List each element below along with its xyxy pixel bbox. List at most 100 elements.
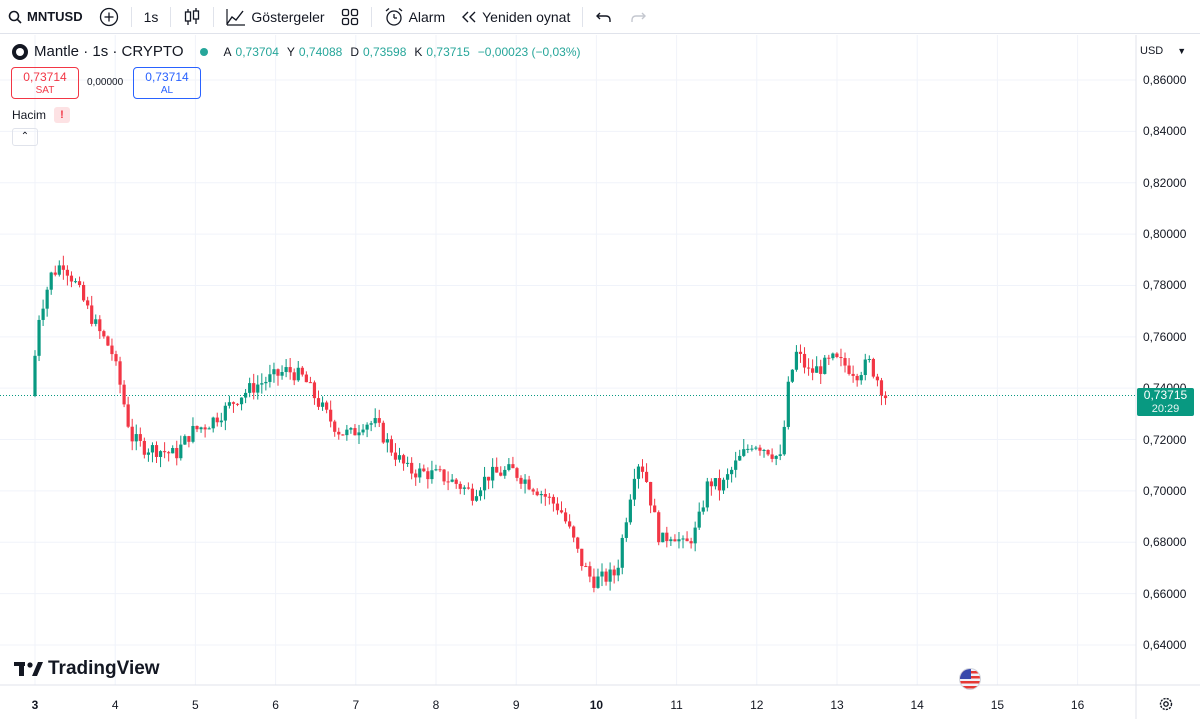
us-flag-icon[interactable] xyxy=(959,668,981,690)
candle-body xyxy=(418,468,422,478)
candle-body xyxy=(434,469,438,471)
sell-button[interactable]: 0,73714 SAT xyxy=(11,67,79,99)
candle xyxy=(499,466,503,477)
candle-body xyxy=(345,429,349,436)
candle-body xyxy=(531,489,535,492)
redo-button[interactable] xyxy=(621,0,655,34)
indicators-icon xyxy=(226,8,246,26)
candle-body xyxy=(632,478,637,500)
candle-body xyxy=(705,481,709,508)
candle xyxy=(523,474,527,494)
candle-body xyxy=(863,359,867,376)
candle xyxy=(762,448,766,458)
candle-body xyxy=(272,369,276,375)
candle-body xyxy=(361,429,365,433)
candle-body xyxy=(802,353,807,368)
candle xyxy=(73,278,78,284)
volume-indicator[interactable]: Hacim ! xyxy=(12,107,71,123)
candle-body xyxy=(563,512,568,522)
candle xyxy=(231,401,236,413)
undo-button[interactable] xyxy=(587,0,621,34)
candle-body xyxy=(608,569,612,582)
candle xyxy=(183,434,187,445)
compare-symbol-button[interactable] xyxy=(91,0,127,34)
sell-price: 0,73714 xyxy=(23,70,67,84)
candle xyxy=(77,276,82,288)
candle-body xyxy=(77,281,82,285)
candle xyxy=(215,412,219,427)
tradingview-logo[interactable]: TradingView xyxy=(14,658,160,680)
candle xyxy=(713,478,718,490)
candle-body xyxy=(628,499,632,523)
indicators-button[interactable]: Göstergeler xyxy=(218,0,332,34)
candle-body xyxy=(138,434,142,441)
candle xyxy=(430,460,434,484)
close-label: K xyxy=(414,44,423,59)
tradingview-mark-icon xyxy=(14,662,43,676)
alarm-button[interactable]: Alarm xyxy=(376,0,454,34)
price-chart[interactable] xyxy=(0,35,1200,719)
candle-body xyxy=(280,372,284,376)
replay-button[interactable]: Yeniden oynat xyxy=(453,0,578,34)
candle-body xyxy=(248,383,252,393)
candle-body xyxy=(268,374,272,382)
candle xyxy=(110,338,114,361)
candle xyxy=(308,376,313,384)
candle xyxy=(397,447,402,463)
interval-button[interactable]: 1s xyxy=(136,0,167,34)
candle xyxy=(187,435,191,448)
candle xyxy=(361,424,365,436)
layouts-button[interactable] xyxy=(333,0,367,34)
candle-body xyxy=(539,494,543,496)
time-tick-label: 14 xyxy=(910,698,924,712)
candle-body xyxy=(61,265,65,270)
time-tick-label: 11 xyxy=(670,698,683,712)
interval-label: 1s xyxy=(143,8,159,25)
candle xyxy=(260,373,264,394)
series-title[interactable]: Mantle · 1s · CRYPTO xyxy=(34,43,184,60)
candle xyxy=(584,562,588,568)
chart-type-button[interactable] xyxy=(175,0,209,34)
symbol-search-button[interactable]: MNTUSD xyxy=(0,0,91,34)
candle-body xyxy=(519,477,523,484)
candle-body xyxy=(523,479,527,484)
gear-icon[interactable] xyxy=(1158,696,1174,717)
candle-body xyxy=(146,452,151,455)
plus-circle-icon xyxy=(99,7,119,27)
candle-body xyxy=(69,275,74,282)
candle-body xyxy=(333,421,337,432)
buy-button[interactable]: 0,73714 AL xyxy=(133,67,201,99)
candle-body xyxy=(438,469,442,471)
candle xyxy=(596,568,600,589)
candle-body xyxy=(179,444,183,459)
candle xyxy=(312,380,317,405)
candle-body xyxy=(288,367,292,373)
candle xyxy=(248,377,252,398)
time-tick-label: 10 xyxy=(589,698,604,712)
candle-body xyxy=(256,384,260,393)
toolbar-divider xyxy=(130,6,132,27)
candle xyxy=(806,358,811,376)
candle xyxy=(519,475,523,489)
collapse-legend-button[interactable]: ⌃ xyxy=(12,128,38,146)
chart-pane[interactable]: Mantle · 1s · CRYPTO A 0,73704 Y 0,74088 D… xyxy=(0,35,1200,719)
warning-icon[interactable]: ! xyxy=(54,107,71,123)
candle xyxy=(628,494,632,525)
candle-body xyxy=(320,402,325,407)
candle-body xyxy=(65,269,70,276)
candle xyxy=(608,562,612,591)
candle xyxy=(280,365,284,380)
candle xyxy=(661,532,665,543)
candle-body xyxy=(576,537,580,549)
candle-body xyxy=(499,472,503,476)
candle-body xyxy=(551,496,556,504)
candle-body xyxy=(604,571,608,582)
currency-selector[interactable]: USD ▼ xyxy=(1140,45,1186,57)
candle xyxy=(875,373,880,387)
candle-body xyxy=(754,447,758,449)
candle-body xyxy=(839,357,843,359)
candle xyxy=(665,526,669,548)
candle-body xyxy=(284,367,288,373)
candle xyxy=(333,419,337,437)
replay-label: Yeniden oynat xyxy=(482,8,571,25)
